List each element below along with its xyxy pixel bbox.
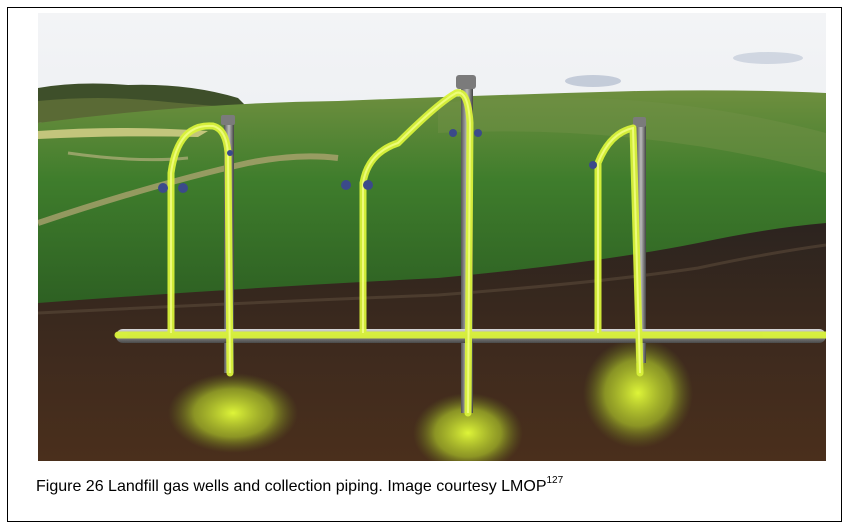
landfill-figure-image [38, 13, 826, 461]
gas-well-right [636, 123, 646, 363]
valve-markers [158, 129, 597, 193]
gas-plume-left [168, 373, 298, 453]
gas-plume-center [413, 393, 523, 461]
landfill-gas-wells-illustration [38, 13, 826, 461]
figure-caption: Figure 26 Landfill gas wells and collect… [36, 475, 564, 496]
caption-text: Figure 26 Landfill gas wells and collect… [36, 478, 547, 495]
gas-plume-right [583, 338, 693, 448]
caption-reference: 127 [546, 475, 564, 486]
figure-frame: Figure 26 Landfill gas wells and collect… [7, 7, 842, 522]
